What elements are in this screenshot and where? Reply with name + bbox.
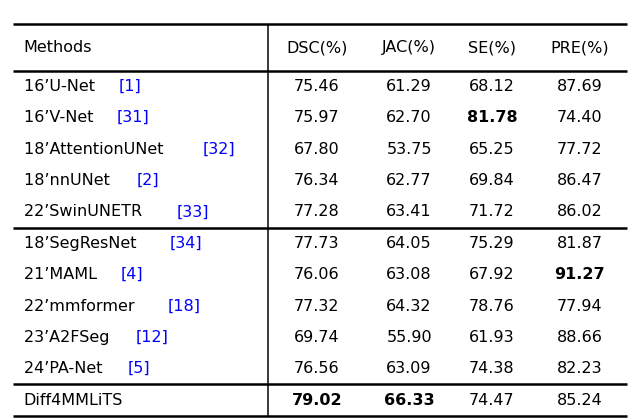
Text: 62.70: 62.70	[387, 110, 432, 125]
Text: 74.47: 74.47	[469, 393, 515, 408]
Text: 18’AttentionUNet: 18’AttentionUNet	[24, 142, 168, 157]
Text: 16’U-Net: 16’U-Net	[24, 79, 100, 94]
Text: 64.32: 64.32	[387, 299, 432, 313]
Text: 61.93: 61.93	[469, 330, 515, 345]
Text: 22’mmformer: 22’mmformer	[24, 299, 140, 313]
Text: 75.97: 75.97	[294, 110, 340, 125]
Text: [5]: [5]	[127, 361, 150, 376]
Text: 77.32: 77.32	[294, 299, 340, 313]
Text: 66.33: 66.33	[384, 393, 435, 408]
Text: 87.69: 87.69	[557, 79, 602, 94]
Text: 76.56: 76.56	[294, 361, 340, 376]
Text: DSC(%): DSC(%)	[286, 40, 348, 55]
Text: SE(%): SE(%)	[468, 40, 516, 55]
Text: [4]: [4]	[120, 267, 143, 282]
Text: 63.41: 63.41	[387, 204, 432, 220]
Text: 76.34: 76.34	[294, 173, 340, 188]
Text: Diff4MMLiTS: Diff4MMLiTS	[24, 393, 124, 408]
Text: 65.25: 65.25	[469, 142, 515, 157]
Text: 69.84: 69.84	[469, 173, 515, 188]
Text: 24’PA-Net: 24’PA-Net	[24, 361, 108, 376]
Text: 85.24: 85.24	[557, 393, 602, 408]
Text: 86.02: 86.02	[557, 204, 602, 220]
Text: [33]: [33]	[177, 204, 209, 220]
Text: 71.72: 71.72	[469, 204, 515, 220]
Text: 55.90: 55.90	[387, 330, 432, 345]
Text: 78.76: 78.76	[469, 299, 515, 313]
Text: 21’MAML: 21’MAML	[24, 267, 102, 282]
Text: 77.73: 77.73	[294, 236, 340, 251]
Text: 16’V-Net: 16’V-Net	[24, 110, 99, 125]
Text: 88.66: 88.66	[557, 330, 602, 345]
Text: PRE(%): PRE(%)	[550, 40, 609, 55]
Text: 77.72: 77.72	[557, 142, 602, 157]
Text: Methods: Methods	[24, 40, 92, 55]
Text: [18]: [18]	[167, 299, 200, 313]
Text: 74.40: 74.40	[557, 110, 602, 125]
Text: 64.05: 64.05	[387, 236, 432, 251]
Text: [34]: [34]	[170, 236, 202, 251]
Text: 63.09: 63.09	[387, 361, 432, 376]
Text: 18’nnUNet: 18’nnUNet	[24, 173, 115, 188]
Text: 91.27: 91.27	[554, 267, 605, 282]
Text: 63.08: 63.08	[387, 267, 432, 282]
Text: JAC(%): JAC(%)	[382, 40, 436, 55]
Text: [12]: [12]	[136, 330, 169, 345]
Text: [1]: [1]	[118, 79, 141, 94]
Text: 82.23: 82.23	[557, 361, 602, 376]
Text: 68.12: 68.12	[469, 79, 515, 94]
Text: 77.28: 77.28	[294, 204, 340, 220]
Text: 22’SwinUNETR: 22’SwinUNETR	[24, 204, 147, 220]
Text: 67.80: 67.80	[294, 142, 340, 157]
Text: 86.47: 86.47	[557, 173, 602, 188]
Text: 75.29: 75.29	[469, 236, 515, 251]
Text: [2]: [2]	[136, 173, 159, 188]
Text: 62.77: 62.77	[387, 173, 432, 188]
Text: 61.29: 61.29	[386, 79, 432, 94]
Text: 76.06: 76.06	[294, 267, 340, 282]
Text: 23’A2FSeg: 23’A2FSeg	[24, 330, 115, 345]
Text: 18’SegResNet: 18’SegResNet	[24, 236, 141, 251]
Text: [31]: [31]	[116, 110, 149, 125]
Text: 77.94: 77.94	[557, 299, 602, 313]
Text: 75.46: 75.46	[294, 79, 340, 94]
Text: 79.02: 79.02	[292, 393, 342, 408]
Text: 81.87: 81.87	[557, 236, 603, 251]
Text: [32]: [32]	[203, 142, 236, 157]
Text: 69.74: 69.74	[294, 330, 340, 345]
Text: 53.75: 53.75	[387, 142, 432, 157]
Text: 74.38: 74.38	[469, 361, 515, 376]
Text: 81.78: 81.78	[467, 110, 517, 125]
Text: 67.92: 67.92	[469, 267, 515, 282]
